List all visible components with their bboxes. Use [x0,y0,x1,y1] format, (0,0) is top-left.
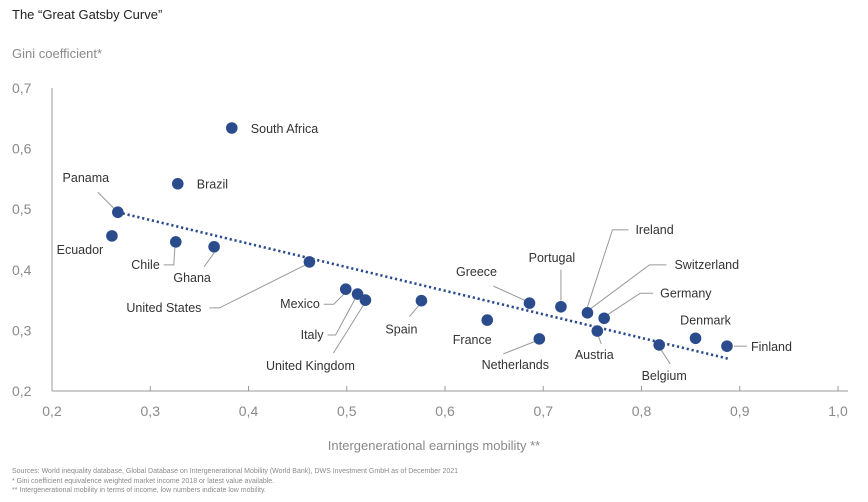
point-label-ireland: Ireland [635,223,673,237]
leader-line-italy [327,297,356,336]
point-south-africa [225,122,238,134]
point-united-states [303,256,316,268]
point-label-greece: Greece [456,265,497,279]
point-label-south-africa: South Africa [251,122,318,136]
point-finland [721,340,733,352]
leader-line-austria [597,335,602,345]
x-tick-label: 1,0 [828,403,848,419]
leader-line-ireland [586,229,629,307]
footnote-gini: * Gini coefficient equivalence weighted … [12,477,275,485]
point-label-portugal: Portugal [529,251,576,265]
x-tick-label: 0,2 [42,403,62,419]
point-label-germany: Germany [660,286,712,300]
point-mexico [339,283,352,295]
point-greece [523,297,536,309]
point-italy [351,288,364,300]
footnotes: Sources: World inequality database, Glob… [12,467,458,496]
x-tick-label: 0,7 [534,403,554,419]
point-denmark [689,332,702,345]
point-chile [169,236,182,248]
y-axis-label: Gini coefficient* [12,46,103,61]
y-tick-label: 0,2 [12,383,32,399]
leader-line-united-states [209,264,306,309]
point-france [481,314,494,326]
y-tick-label: 0,5 [12,201,32,217]
point-panama [112,206,124,219]
y-tick-label: 0,6 [12,141,32,157]
leader-line-ghana [203,252,215,268]
point-netherlands [533,333,546,345]
point-label-chile: Chile [131,258,160,272]
point-portugal [555,300,567,313]
x-tick-label: 0,5 [337,403,357,419]
point-ghana [208,240,220,253]
x-tick-label: 0,6 [435,403,455,419]
leader-line-germany [607,292,654,315]
x-tick-label: 0,9 [730,403,750,419]
point-label-france: France [453,333,492,347]
x-tick-label: 0,4 [239,403,259,419]
leader-line-mexico [323,293,345,305]
point-label-united-kingdom: United Kingdom [266,359,355,373]
axes: 0,2 0,3 0,4 0,5 0,6 0,7 0,8 0,9 1,0 0,2 0,3 0,4 0,5 0… [12,80,848,419]
point-austria [591,325,604,337]
y-tick-label: 0,7 [12,80,32,96]
point-ireland [581,307,594,319]
leader-line-chile [163,247,176,266]
point-germany [598,312,610,325]
point-label-ghana: Ghana [173,271,211,285]
point-label-brazil: Brazil [197,178,228,192]
point-spain [415,294,428,307]
x-axis-label: Intergenerational earnings mobility ** [327,438,541,453]
leader-line-united-kingdom [332,304,364,354]
point-ecuador [106,230,118,242]
point-label-netherlands: Netherlands [482,358,549,372]
point-united-kingdom [359,294,372,306]
leader-line-switzerland [590,264,667,310]
leader-line-netherlands [503,340,537,355]
chart-title: The “Great Gatsby Curve” [12,7,163,22]
footnote-sources: Sources: World inequality database, Glob… [12,468,459,475]
x-tick-label: 0,3 [141,403,161,419]
y-tick-label: 0,3 [12,322,32,338]
point-label-belgium: Belgium [642,369,687,383]
leader-line-greece [493,285,527,302]
leader-line-panama [97,191,117,211]
point-label-italy: Italy [301,328,325,342]
point-labels: South Africa Brazil Panama Ecuador Chile Ghan… [57,122,792,383]
y-tick-label: 0,4 [12,262,32,278]
point-label-united-states: United States [126,301,201,315]
point-belgium [653,339,665,351]
leader-line-belgium [660,349,671,365]
footnote-mobility: ** Intergenerational mobility in terms o… [12,487,266,494]
point-label-austria: Austria [575,348,614,362]
point-brazil [171,177,184,190]
point-label-ecuador: Ecuador [57,243,104,257]
x-tick-label: 0,8 [632,403,652,419]
points-group [106,122,733,352]
point-label-finland: Finland [751,340,792,354]
point-label-denmark: Denmark [680,313,731,327]
leader-lines [97,191,747,365]
point-label-panama: Panama [63,171,110,185]
point-label-mexico: Mexico [280,297,320,311]
point-label-spain: Spain [385,323,417,337]
leader-line-spain [409,304,420,318]
point-label-switzerland: Switzerland [674,258,739,272]
